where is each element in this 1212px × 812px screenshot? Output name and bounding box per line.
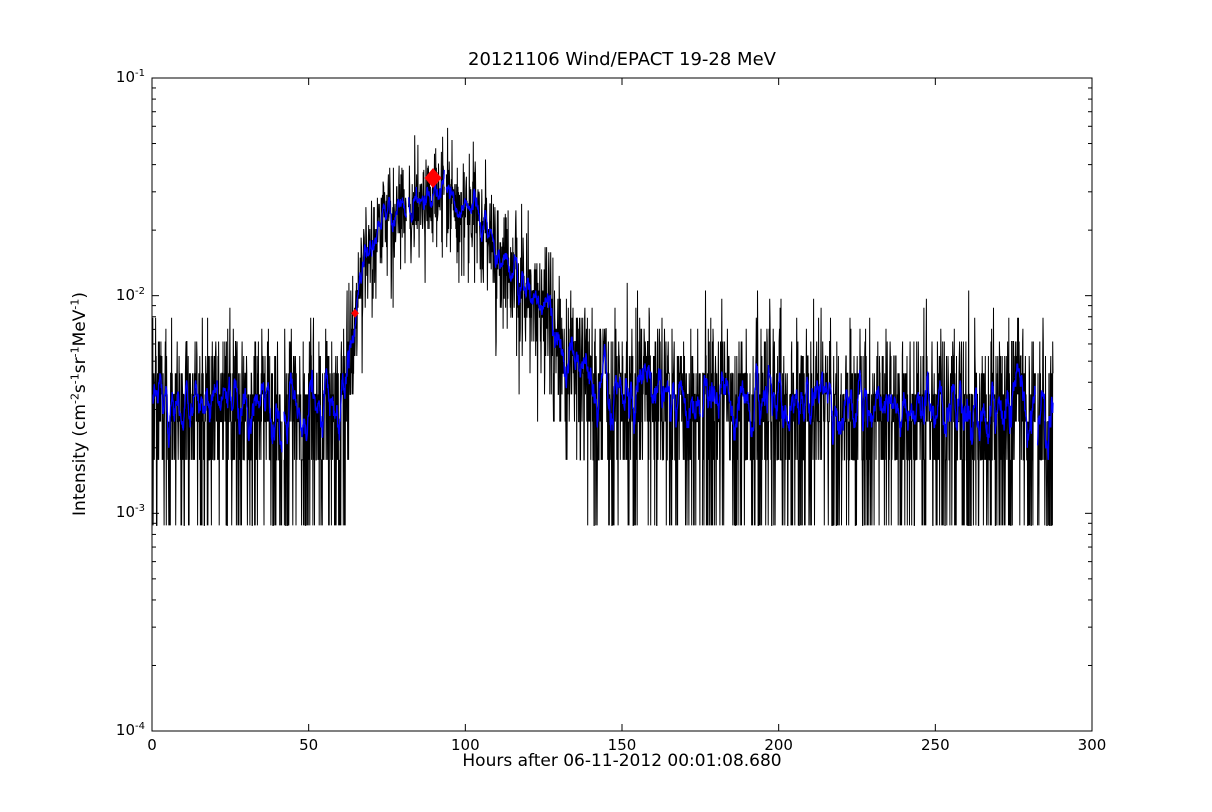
x-tick-label: 300 bbox=[1077, 736, 1107, 754]
y-tick-label: 10-3 bbox=[115, 503, 145, 522]
peak-marker bbox=[424, 168, 442, 189]
chart-title: 20121106 Wind/EPACT 19-28 MeV bbox=[468, 49, 776, 70]
y-axis-label: Intensity (cm-2s-1sr-1MeV-1) bbox=[68, 292, 90, 516]
x-tick-label: 50 bbox=[299, 736, 319, 754]
x-tick-label: 200 bbox=[764, 736, 793, 754]
x-tick-label: 150 bbox=[607, 736, 637, 754]
onset-marker bbox=[351, 308, 359, 318]
y-tick-label: 10-1 bbox=[115, 68, 145, 86]
raw-intensity-line bbox=[151, 127, 1054, 526]
y-tick-label: 10-4 bbox=[115, 721, 145, 739]
smoothed-intensity-line bbox=[151, 169, 1054, 460]
x-tick-label: 0 bbox=[147, 736, 157, 754]
x-tick-label: 100 bbox=[451, 736, 480, 754]
x-axis-label: Hours after 06-11-2012 00:01:08.680 bbox=[462, 751, 782, 771]
y-tick-label: 10-2 bbox=[115, 285, 145, 304]
x-tick-label: 250 bbox=[921, 736, 950, 754]
